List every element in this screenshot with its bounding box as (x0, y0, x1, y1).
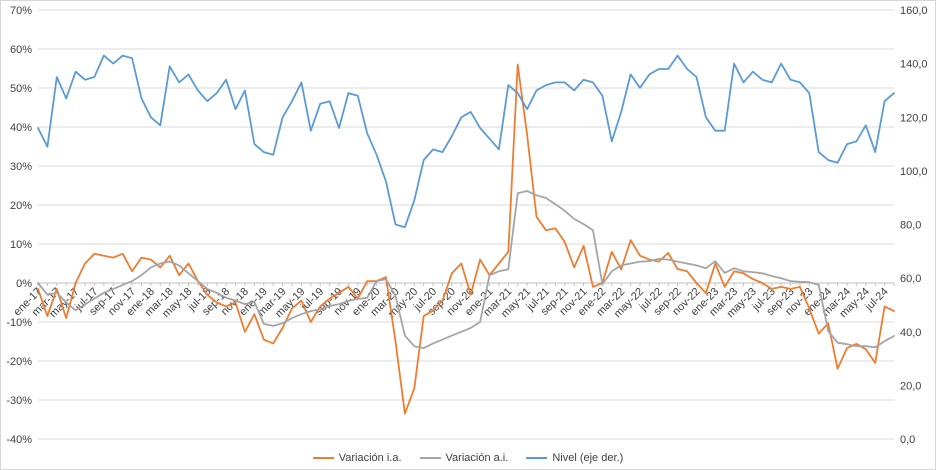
right-axis-labels: 160,0 140,0 120,0 100,0 80,0 60,0 40,0 20,0 0,0 (900, 5, 928, 446)
svg-text:-40%: -40% (6, 434, 32, 446)
svg-text:100,0: 100,0 (900, 166, 928, 178)
svg-text:-10%: -10% (6, 317, 32, 329)
legend-swatch-nivel (526, 457, 548, 459)
legend-label-variacion-ia: Variación i.a. (338, 452, 402, 464)
chart-canvas: 70% 60% 50% 40% 30% 20% 10% 0% -10% -20% -30% -40% 1… (6, 5, 928, 446)
svg-text:0,0: 0,0 (900, 434, 915, 446)
svg-text:60,0: 60,0 (900, 273, 921, 285)
svg-text:20%: 20% (10, 200, 32, 212)
legend-swatch-variacion-ia (312, 457, 334, 459)
left-axis-labels: 70% 60% 50% 40% 30% 20% 10% 0% -10% -20% -30% -40% (6, 5, 32, 446)
svg-text:10%: 10% (10, 239, 32, 251)
svg-text:60%: 60% (10, 44, 32, 56)
legend-item-variacion-ia: Variación i.a. (312, 452, 402, 464)
svg-text:40%: 40% (10, 122, 32, 134)
legend-item-nivel: Nivel (eje der.) (526, 452, 623, 464)
legend-item-variacion-ai: Variación a.i. (419, 452, 509, 464)
series-line-variacion-ai (37, 190, 895, 350)
legend-swatch-variacion-ai (419, 457, 441, 459)
x-axis-labels: ene-17mar-17may-17jul-17sep-17nov-17ene-… (11, 286, 890, 320)
chart-legend: Variación i.a. Variación a.i. Nivel (eje… (1, 452, 935, 464)
gridlines (38, 9, 894, 440)
legend-label-variacion-ai: Variación a.i. (445, 452, 509, 464)
svg-text:-20%: -20% (6, 356, 32, 368)
svg-text:80,0: 80,0 (900, 220, 921, 232)
svg-text:50%: 50% (10, 83, 32, 95)
series-line-variacion-ia (37, 63, 895, 415)
svg-text:160,0: 160,0 (900, 5, 928, 17)
svg-text:-30%: -30% (6, 395, 32, 407)
series-line-nivel (37, 54, 895, 229)
svg-text:70%: 70% (10, 5, 32, 17)
svg-text:30%: 30% (10, 161, 32, 173)
legend-label-nivel: Nivel (eje der.) (552, 452, 624, 464)
svg-text:20,0: 20,0 (900, 380, 921, 392)
svg-text:140,0: 140,0 (900, 59, 928, 71)
svg-text:40,0: 40,0 (900, 327, 921, 339)
svg-text:0%: 0% (16, 278, 32, 290)
svg-text:120,0: 120,0 (900, 112, 928, 124)
